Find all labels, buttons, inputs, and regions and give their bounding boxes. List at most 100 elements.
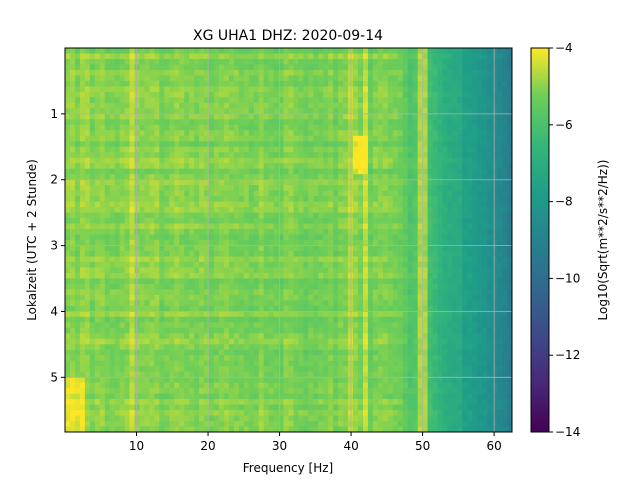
heatmap-cell [372, 371, 379, 378]
heatmap-cell [363, 108, 369, 115]
heatmap-cell [358, 141, 364, 148]
heatmap-cell [402, 80, 409, 87]
heatmap-cell [134, 240, 141, 247]
heatmap-cell [99, 119, 106, 126]
heatmap-cell [194, 360, 200, 367]
heatmap-cell [114, 130, 121, 137]
heatmap-cell [204, 250, 210, 258]
heatmap-cell [367, 283, 374, 290]
heatmap-cell [363, 234, 369, 241]
heatmap-cell [74, 300, 81, 307]
heatmap-cell [353, 185, 359, 192]
heatmap-cell [382, 349, 389, 356]
heatmap-cell [174, 207, 180, 214]
heatmap-cell [154, 421, 160, 428]
heatmap-cell [109, 316, 116, 323]
heatmap-cell [303, 108, 309, 115]
heatmap-cell [79, 393, 86, 400]
heatmap-cell [69, 168, 76, 175]
heatmap-cell [65, 245, 71, 252]
heatmap-cell [283, 388, 290, 395]
heatmap-cell [174, 289, 180, 296]
heatmap-cell [139, 91, 146, 98]
heatmap-cell [184, 294, 190, 301]
heatmap-cell [402, 223, 409, 230]
heatmap-cell [119, 64, 126, 71]
heatmap-cell [228, 119, 235, 126]
heatmap-cell [194, 267, 200, 274]
heatmap-cell [214, 64, 220, 71]
heatmap-cell [303, 267, 309, 274]
heatmap-cell [139, 196, 146, 203]
heatmap-cell [99, 322, 106, 329]
heatmap-cell [218, 234, 225, 241]
heatmap-cell [338, 190, 344, 197]
heatmap-cell [164, 283, 170, 290]
heatmap-cell [382, 135, 389, 142]
heatmap-cell [218, 212, 225, 219]
heatmap-cell [328, 86, 334, 93]
heatmap-cell [387, 283, 394, 290]
heatmap-cell [154, 240, 160, 247]
heatmap-cell [218, 294, 225, 301]
heatmap-cell [318, 344, 324, 351]
heatmap-cell [283, 69, 290, 77]
heatmap-cell [144, 283, 151, 290]
heatmap-cell [268, 294, 275, 301]
heatmap-cell [154, 322, 160, 329]
heatmap-cell [69, 48, 76, 55]
heatmap-cell [248, 207, 255, 214]
heatmap-cell [199, 152, 205, 159]
heatmap-cell [253, 382, 260, 389]
heatmap-cell [164, 322, 170, 329]
heatmap-cell [184, 360, 190, 367]
heatmap-cell [134, 245, 141, 252]
heatmap-cell [209, 261, 215, 269]
heatmap-cell [288, 190, 295, 197]
heatmap-cell [199, 261, 205, 269]
heatmap-cell [79, 410, 86, 417]
heatmap-cell [184, 327, 190, 334]
heatmap-cell [169, 218, 175, 225]
heatmap-cell [233, 393, 240, 400]
heatmap-cell [243, 289, 250, 296]
heatmap-cell [382, 124, 389, 131]
heatmap-cell [293, 344, 300, 351]
heatmap-cell [372, 130, 379, 137]
heatmap-cell [243, 48, 250, 55]
heatmap-cell [338, 196, 344, 203]
heatmap-cell [184, 278, 190, 285]
heatmap-cell [298, 289, 304, 296]
heatmap-cell [114, 185, 121, 192]
heatmap-cell [283, 157, 290, 164]
heatmap-cell [119, 75, 126, 82]
heatmap-cell [387, 108, 394, 115]
heatmap-cell [114, 174, 121, 181]
heatmap-cell [79, 305, 86, 312]
heatmap-cell [338, 97, 344, 104]
heatmap-cell [293, 108, 300, 115]
heatmap-cell [273, 212, 280, 219]
heatmap-cell [74, 113, 81, 120]
heatmap-cell [377, 278, 384, 285]
heatmap-cell [407, 240, 414, 247]
heatmap-cell [333, 272, 339, 279]
heatmap-cell [387, 245, 394, 252]
heatmap-cell [154, 360, 160, 367]
heatmap-cell [159, 207, 165, 214]
heatmap-cell [69, 53, 76, 60]
heatmap-cell [89, 415, 96, 422]
heatmap-cell [392, 141, 399, 148]
heatmap-cell [417, 130, 424, 137]
heatmap-cell [392, 64, 399, 71]
heatmap-cell [377, 261, 384, 269]
heatmap-cell [228, 366, 235, 373]
heatmap-cell [328, 305, 334, 312]
heatmap-cell [407, 223, 414, 230]
heatmap-cell [129, 234, 136, 241]
heatmap-cell [233, 196, 240, 203]
heatmap-cell [94, 174, 101, 181]
heatmap-cell [74, 245, 81, 252]
heatmap-cell [372, 256, 379, 263]
heatmap-cell [363, 80, 369, 87]
